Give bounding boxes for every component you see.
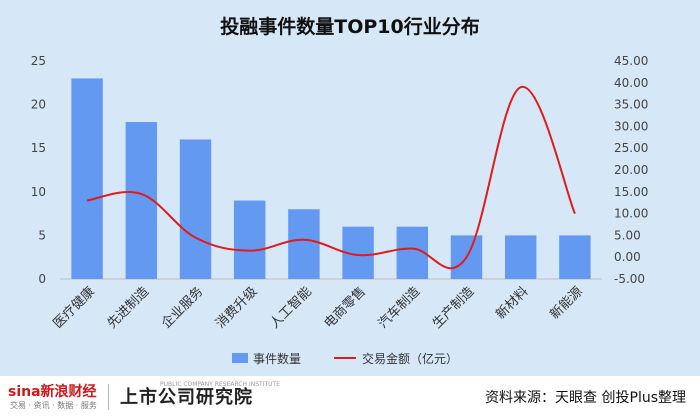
- bar-series: [71, 78, 591, 279]
- bar: [504, 235, 537, 279]
- right-tick-label: 0.00: [614, 250, 641, 264]
- category-label: 人工智能: [267, 284, 314, 331]
- chart-title: 投融事件数量TOP10行业分布: [220, 15, 479, 38]
- bar: [559, 235, 591, 279]
- category-label: 汽车制造: [375, 284, 423, 332]
- category-label: 企业服务: [158, 284, 206, 332]
- chart-svg: 投融事件数量TOP10行业分布 0 5 10 15 20 25 -5.00 0.00 5.00…: [31, 15, 649, 366]
- bar: [179, 139, 212, 279]
- right-tick-label: 45.00: [614, 54, 648, 68]
- category-label: 先进制造: [105, 284, 152, 331]
- category-label: 生产制造: [430, 284, 477, 331]
- right-axis: -5.00 0.00 5.00 10.00 15.00 20.00 25.00 30.00 35…: [614, 54, 648, 286]
- category-label: 新能源: [547, 284, 586, 323]
- sina-finance-logo: sina新浪财经: [8, 384, 97, 400]
- legend-bar-swatch: [232, 353, 248, 363]
- right-tick-label: 20.00: [614, 163, 648, 177]
- bar: [71, 78, 103, 279]
- category-label: 新材料: [493, 284, 532, 323]
- left-tick-label: 15: [31, 141, 46, 155]
- left-tick-label: 10: [31, 185, 46, 199]
- bar: [288, 209, 320, 279]
- sina-finance-tagline: 交易 · 资讯 · 数据 · 服务: [10, 401, 97, 410]
- right-tick-label: 5.00: [614, 228, 641, 242]
- data-source: 资料来源：天眼查 创投Plus整理: [485, 390, 686, 406]
- left-tick-label: 20: [31, 98, 46, 112]
- research-institute-logo: 上市公司研究院: [120, 387, 253, 408]
- research-institute-tagline: PUBLIC COMPANY RESEARCH INSTITUTE: [160, 381, 280, 388]
- footer-divider: [108, 384, 109, 410]
- right-tick-label: 40.00: [614, 76, 648, 90]
- left-tick-label: 5: [38, 228, 46, 242]
- line-series: [86, 86, 576, 270]
- right-tick-label: 25.00: [614, 141, 648, 155]
- category-label: 医疗健康: [50, 284, 98, 332]
- right-tick-label: 30.00: [614, 119, 648, 133]
- footer-band: [0, 376, 700, 419]
- legend-bar-label: 事件数量: [253, 351, 301, 366]
- right-tick-label: 35.00: [614, 98, 648, 112]
- legend: 事件数量 交易金额（亿元）: [232, 351, 458, 366]
- category-label: 消费升级: [213, 284, 260, 331]
- right-tick-label: 10.00: [614, 207, 648, 221]
- left-tick-label: 25: [31, 54, 46, 68]
- left-axis: 0 5 10 15 20 25: [31, 54, 46, 286]
- right-tick-label: -5.00: [614, 272, 645, 286]
- legend-line-label: 交易金额（亿元）: [362, 351, 458, 366]
- right-tick-label: 15.00: [614, 185, 648, 199]
- category-labels: 医疗健康 先进制造 企业服务 消费升级 人工智能 电商零售 汽车制造 生产制造 新材料 新能源: [50, 284, 586, 332]
- left-tick-label: 0: [38, 272, 46, 286]
- bar: [233, 200, 266, 279]
- category-label: 电商零售: [321, 284, 369, 332]
